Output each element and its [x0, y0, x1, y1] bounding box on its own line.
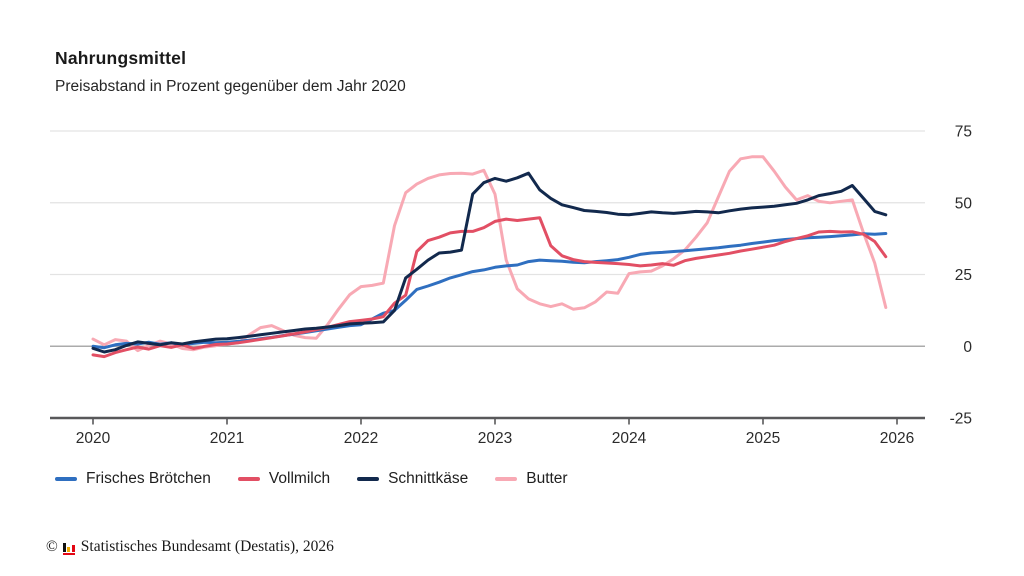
y-axis-label-50: 50 — [955, 195, 973, 212]
gridlines-group — [50, 130, 925, 420]
x-axis-label-2025: 2025 — [746, 430, 780, 447]
chart-legend: Frisches Brötchen Vollmilch Schnittkäse … — [55, 470, 568, 488]
legend-item-frisches-broetchen: Frisches Brötchen — [55, 470, 211, 488]
chart-header: Nahrungsmittel Preisabstand in Prozent g… — [55, 48, 406, 96]
legend-swatch-butter — [495, 477, 518, 481]
legend-item-schnittkaese: Schnittkäse — [357, 470, 468, 488]
legend-item-butter: Butter — [495, 470, 568, 488]
x-axis-label-2026: 2026 — [880, 430, 914, 447]
series-line-vollmilch — [91, 216, 888, 359]
legend-label: Butter — [526, 470, 568, 487]
copyright-symbol: © — [46, 538, 58, 555]
axis-group: 75 50 25 0 -25 2020 2021 2022 2023 2024 2025 2026 — [76, 124, 973, 448]
legend-swatch-schnittkaese — [357, 477, 380, 481]
series-line-frisches-br-tchen — [91, 232, 888, 350]
series-line-butter — [91, 155, 888, 353]
x-axis-label-2024: 2024 — [612, 430, 647, 447]
y-axis-label-75: 75 — [955, 124, 972, 141]
series-line-schnittk-se — [91, 171, 888, 354]
destatis-bars-icon — [62, 539, 75, 555]
y-axis-label--25: -25 — [950, 411, 972, 428]
page-title: Nahrungsmittel — [55, 48, 187, 68]
series-lines-group — [91, 155, 888, 359]
legend-swatch-vollmilch — [237, 477, 260, 481]
x-axis-label-2022: 2022 — [344, 430, 378, 447]
legend-label: Vollmilch — [268, 470, 331, 487]
legend-item-vollmilch: Vollmilch — [237, 470, 331, 488]
y-axis-label-25: 25 — [955, 267, 972, 284]
page-subtitle: Preisabstand in Prozent gegenüber dem Ja… — [55, 78, 406, 95]
source-footer: © Statistisches Bundesamt (Destatis), 20… — [46, 538, 334, 556]
x-axis-label-2021: 2021 — [210, 430, 244, 447]
legend-label: Schnittkäse — [388, 470, 469, 487]
legend-swatch-frisches-broetchen — [55, 477, 77, 481]
legend-label: Frisches Brötchen — [86, 470, 211, 487]
source-text: Statistisches Bundesamt (Destatis), 2026 — [80, 538, 334, 555]
y-axis-label-0: 0 — [963, 339, 972, 356]
x-axis-label-2020: 2020 — [76, 430, 111, 447]
line-chart-canvas: 75 50 25 0 -25 2020 2021 2022 2023 2024 2025 2026 — [50, 124, 973, 448]
x-axis-label-2023: 2023 — [478, 430, 512, 447]
